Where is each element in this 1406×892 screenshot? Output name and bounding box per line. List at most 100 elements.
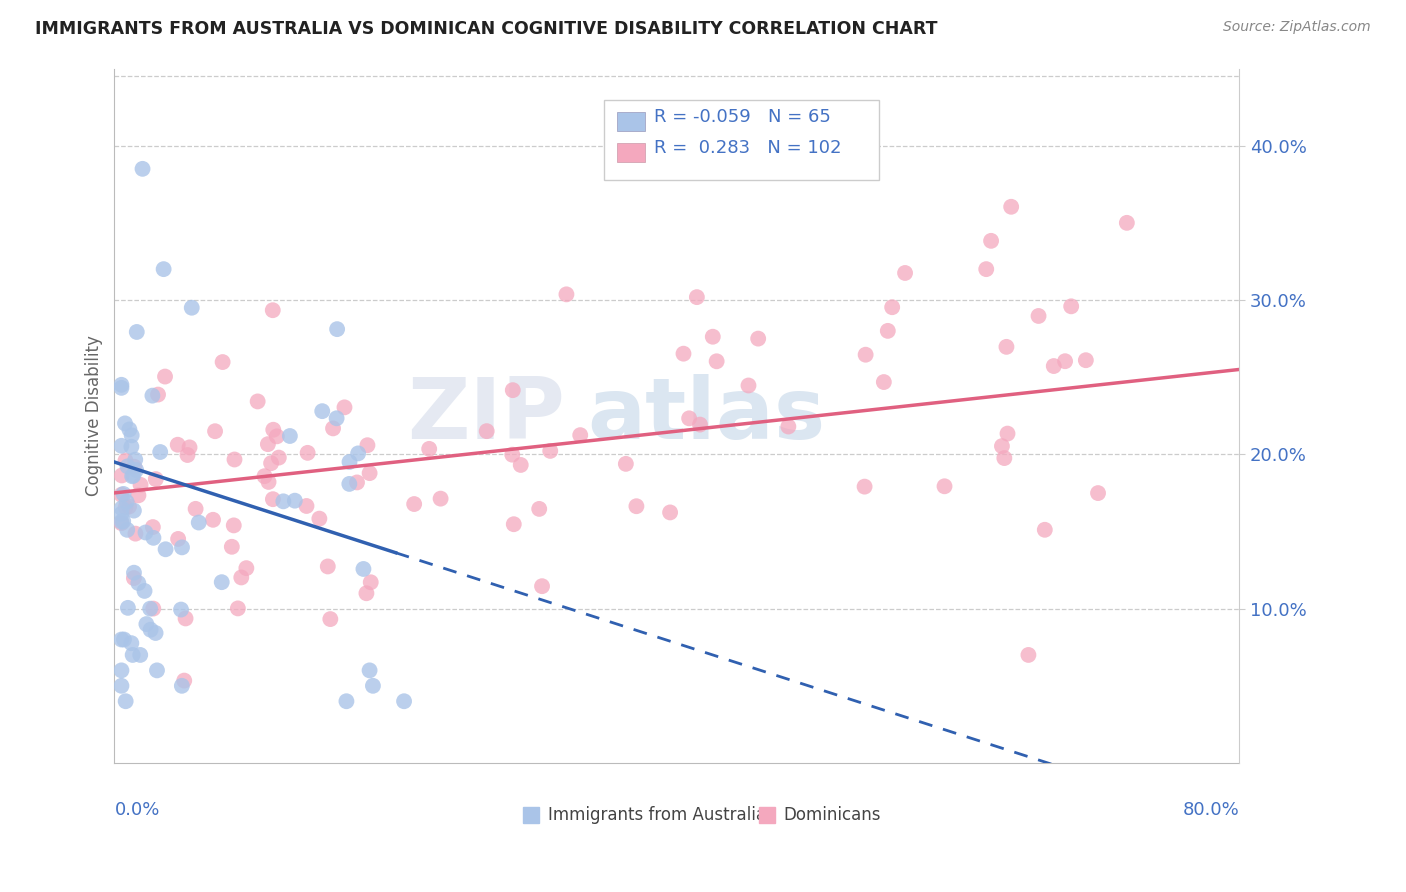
Point (686, 290, 709, 304)
Point (529, 502, 551, 516)
Point (295, 499, 318, 513)
Point (260, 456, 283, 470)
Point (569, 428, 592, 442)
Point (141, 389, 163, 403)
Point (359, 466, 381, 480)
Point (224, 452, 246, 467)
Point (153, 369, 176, 384)
Point (1042, 359, 1064, 373)
Point (120, 636, 142, 650)
Text: IMMIGRANTS FROM AUSTRALIA VS DOMINICAN COGNITIVE DISABILITY CORRELATION CHART: IMMIGRANTS FROM AUSTRALIA VS DOMINICAN C… (35, 20, 938, 37)
Point (418, 442, 440, 456)
Point (980, 234, 1002, 248)
Point (142, 601, 165, 615)
Point (1074, 353, 1097, 368)
Point (246, 394, 269, 409)
Point (257, 437, 280, 451)
Point (266, 429, 288, 443)
Point (222, 518, 245, 533)
Point (531, 579, 554, 593)
Point (284, 493, 307, 508)
Point (1028, 309, 1050, 323)
Point (149, 445, 172, 459)
Point (273, 494, 295, 508)
Point (118, 500, 141, 514)
Point (135, 617, 157, 632)
Point (112, 632, 135, 647)
Point (115, 523, 138, 537)
Point (114, 453, 136, 467)
Point (316, 559, 339, 574)
Point (538, 443, 561, 458)
Point (145, 626, 167, 640)
Point (202, 513, 225, 527)
Point (211, 355, 233, 369)
Point (121, 428, 143, 442)
Point (1115, 216, 1137, 230)
Point (170, 541, 193, 555)
Point (689, 417, 711, 432)
Point (231, 570, 253, 584)
Point (278, 429, 301, 443)
Point (110, 516, 132, 531)
Point (115, 495, 138, 509)
Point (176, 448, 198, 462)
Point (117, 600, 139, 615)
Point (114, 694, 136, 708)
Point (359, 664, 381, 678)
Point (170, 602, 193, 616)
Text: atlas: atlas (586, 375, 825, 458)
Point (747, 332, 769, 346)
Point (993, 451, 1015, 466)
Point (326, 322, 349, 336)
Point (352, 562, 374, 576)
Point (392, 694, 415, 708)
Point (131, 161, 153, 176)
Point (204, 424, 226, 438)
Text: ZIP: ZIP (406, 375, 564, 458)
Point (142, 531, 165, 545)
Point (429, 491, 451, 506)
Point (124, 526, 146, 541)
Point (221, 540, 243, 554)
Point (167, 532, 190, 546)
Text: R =  0.283   N = 102: R = 0.283 N = 102 (654, 139, 842, 157)
Point (1000, 200, 1022, 214)
Point (122, 571, 145, 585)
Point (110, 632, 132, 647)
Point (337, 476, 360, 491)
Point (257, 475, 280, 489)
Point (325, 411, 347, 425)
Point (502, 383, 524, 397)
Point (179, 441, 201, 455)
Point (166, 438, 188, 452)
Point (110, 515, 132, 529)
Point (1054, 354, 1077, 368)
Point (114, 417, 136, 431)
Point (995, 340, 1018, 354)
Point (121, 469, 143, 483)
Point (361, 679, 384, 693)
Point (142, 520, 165, 534)
Point (173, 673, 195, 688)
Text: Dominicans: Dominicans (783, 806, 882, 824)
Point (894, 266, 917, 280)
Point (110, 377, 132, 392)
Point (124, 459, 146, 474)
Point (112, 487, 135, 501)
Point (110, 439, 132, 453)
Point (124, 452, 146, 467)
Point (267, 450, 290, 465)
Point (262, 492, 284, 507)
Point (308, 511, 330, 525)
Point (333, 401, 356, 415)
Point (112, 514, 135, 528)
Point (1017, 648, 1039, 662)
Point (876, 324, 898, 338)
Point (404, 497, 426, 511)
Point (111, 468, 134, 483)
Point (356, 438, 378, 452)
Point (146, 664, 169, 678)
Y-axis label: Cognitive Disability: Cognitive Disability (86, 335, 103, 496)
Point (311, 404, 333, 418)
